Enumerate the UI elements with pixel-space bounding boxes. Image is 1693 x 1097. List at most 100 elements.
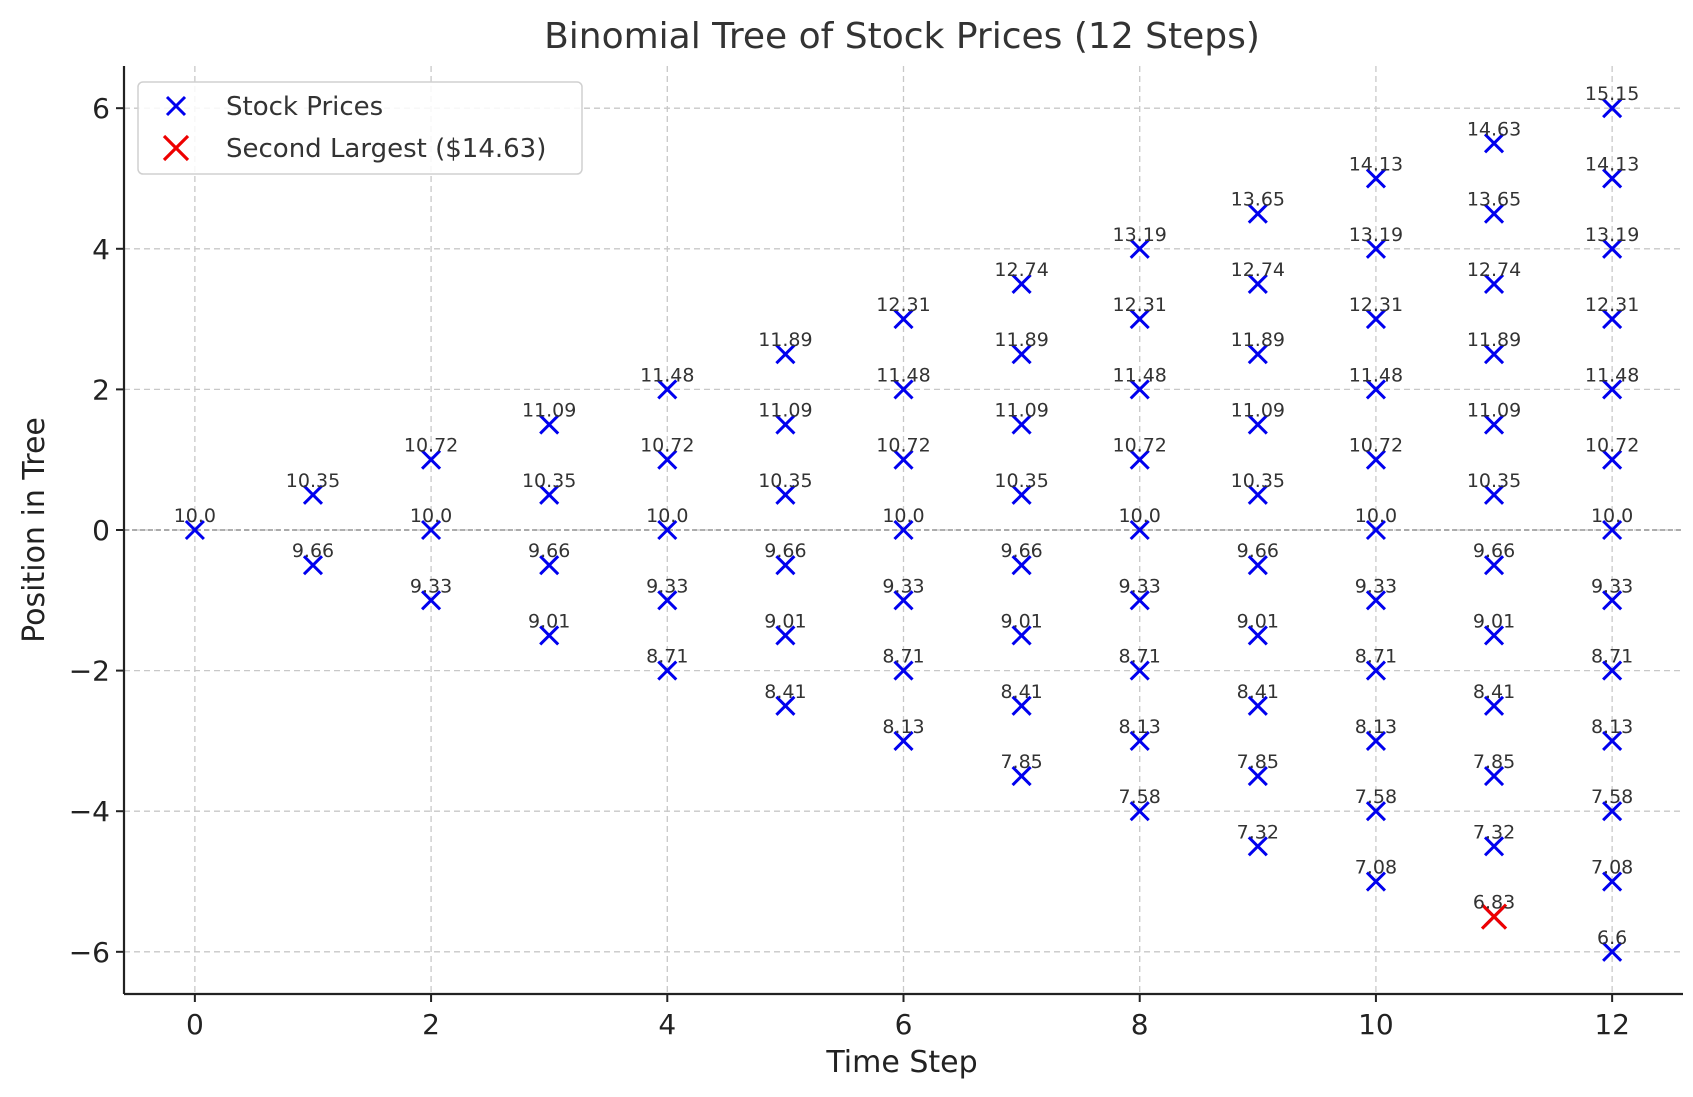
x-tick-label: 0 bbox=[186, 1008, 204, 1041]
stock-price-marker bbox=[1247, 695, 1268, 716]
price-label: 10.35 bbox=[1231, 470, 1285, 492]
price-label: 7.85 bbox=[1000, 751, 1042, 773]
stock-price-marker bbox=[539, 484, 560, 505]
stock-price-marker bbox=[1365, 168, 1386, 189]
price-label: 7.85 bbox=[1473, 751, 1515, 773]
price-label: 10.35 bbox=[1467, 470, 1521, 492]
stock-price-marker bbox=[893, 519, 914, 541]
price-label: 7.08 bbox=[1591, 857, 1633, 879]
stock-price-marker bbox=[1602, 449, 1623, 470]
price-label: 11.48 bbox=[640, 364, 694, 386]
stock-price-marker bbox=[1483, 695, 1505, 716]
price-label: 9.33 bbox=[646, 575, 688, 597]
stock-price-marker bbox=[1129, 801, 1150, 822]
stock-price-marker bbox=[893, 379, 914, 400]
price-label: 8.71 bbox=[882, 646, 924, 668]
price-label: 10.72 bbox=[404, 435, 458, 457]
stock-price-marker bbox=[1011, 695, 1032, 716]
price-label: 11.89 bbox=[1231, 329, 1285, 351]
price-label: 10.0 bbox=[410, 505, 452, 527]
price-label: 9.33 bbox=[1355, 575, 1397, 597]
price-label: 9.01 bbox=[1473, 610, 1515, 632]
price-label: 8.71 bbox=[646, 646, 688, 668]
price-label: 13.19 bbox=[1113, 224, 1167, 246]
stock-price-marker bbox=[1483, 414, 1505, 435]
price-label: 10.72 bbox=[640, 435, 694, 457]
price-label: 7.08 bbox=[1355, 857, 1397, 879]
price-label: 7.32 bbox=[1237, 821, 1279, 843]
stock-price-marker bbox=[1602, 238, 1623, 259]
stock-price-marker bbox=[1602, 660, 1623, 681]
price-label: 8.41 bbox=[1000, 681, 1042, 703]
legend-box bbox=[137, 81, 583, 175]
stock-price-marker bbox=[1602, 871, 1623, 892]
y-axis-label: Position in Tree bbox=[17, 417, 52, 643]
price-label: 8.13 bbox=[1119, 716, 1161, 738]
price-label: 8.41 bbox=[764, 681, 806, 703]
stock-price-marker bbox=[1365, 730, 1386, 751]
stock-price-marker bbox=[893, 590, 914, 611]
stock-price-marker bbox=[1129, 590, 1150, 611]
stock-price-marker bbox=[1129, 730, 1150, 751]
price-label: 6.83 bbox=[1473, 892, 1515, 914]
data-points bbox=[184, 98, 1623, 962]
x-tick-label: 12 bbox=[1594, 1008, 1630, 1041]
stock-price-marker bbox=[1011, 625, 1032, 646]
stock-price-marker bbox=[302, 555, 324, 576]
legend: Stock Prices Second Largest ($14.63) bbox=[137, 81, 583, 175]
price-label: 8.13 bbox=[1355, 716, 1397, 738]
price-label: 10.0 bbox=[174, 505, 216, 527]
price-label: 7.85 bbox=[1237, 751, 1279, 773]
price-label: 9.01 bbox=[1000, 610, 1042, 632]
price-label: 11.09 bbox=[522, 400, 576, 422]
y-tick-label: 0 bbox=[92, 514, 110, 547]
stock-price-marker bbox=[1483, 273, 1505, 295]
x-axis-label: Time Step bbox=[825, 1045, 977, 1080]
price-label: 7.58 bbox=[1591, 786, 1633, 808]
price-label: 9.33 bbox=[882, 575, 924, 597]
stock-price-marker bbox=[657, 590, 678, 611]
price-label: 10.35 bbox=[994, 470, 1048, 492]
price-label: 11.89 bbox=[758, 329, 812, 351]
price-label: 9.66 bbox=[292, 540, 334, 562]
price-label: 9.33 bbox=[410, 575, 452, 597]
stock-price-marker bbox=[1602, 590, 1623, 611]
stock-price-marker bbox=[1483, 555, 1505, 576]
price-label: 12.31 bbox=[876, 294, 930, 316]
legend-label-stock-prices: Stock Prices bbox=[226, 92, 383, 122]
stock-price-marker bbox=[775, 414, 796, 435]
stock-price-marker bbox=[421, 519, 442, 541]
stock-price-marker bbox=[1365, 309, 1386, 330]
price-label: 9.01 bbox=[764, 610, 806, 632]
y-tick-label: 6 bbox=[92, 92, 110, 125]
stock-price-marker bbox=[1129, 238, 1150, 259]
x-tick-label: 6 bbox=[895, 1008, 913, 1041]
y-tick-label: −4 bbox=[69, 795, 110, 828]
price-label: 7.58 bbox=[1355, 786, 1397, 808]
price-label: 11.09 bbox=[758, 400, 812, 422]
price-label: 10.0 bbox=[1591, 505, 1633, 527]
stock-price-marker bbox=[1247, 836, 1268, 857]
price-label: 9.01 bbox=[1237, 610, 1279, 632]
stock-price-marker bbox=[1129, 519, 1150, 541]
stock-price-marker bbox=[775, 695, 796, 716]
price-label: 14.13 bbox=[1585, 153, 1639, 175]
price-label: 13.65 bbox=[1467, 189, 1521, 211]
price-label: 8.13 bbox=[882, 716, 924, 738]
price-label: 12.31 bbox=[1113, 294, 1167, 316]
price-label: 10.35 bbox=[758, 470, 812, 492]
stock-price-marker bbox=[1602, 941, 1623, 962]
stock-price-marker bbox=[1602, 98, 1623, 119]
legend-label-second-largest: Second Largest ($14.63) bbox=[226, 134, 546, 164]
stock-price-marker bbox=[775, 484, 796, 505]
stock-price-marker bbox=[657, 379, 678, 400]
stock-price-marker bbox=[1129, 660, 1150, 681]
x-tick-label: 2 bbox=[422, 1008, 440, 1041]
stock-price-marker bbox=[893, 730, 914, 751]
x-tick-label: 8 bbox=[1131, 1008, 1149, 1041]
legend-second-largest-marker bbox=[162, 134, 190, 162]
price-label: 10.0 bbox=[1119, 505, 1161, 527]
stock-price-marker bbox=[775, 625, 796, 646]
chart-title: Binomial Tree of Stock Prices (12 Steps) bbox=[544, 16, 1260, 57]
price-label: 7.58 bbox=[1119, 786, 1161, 808]
